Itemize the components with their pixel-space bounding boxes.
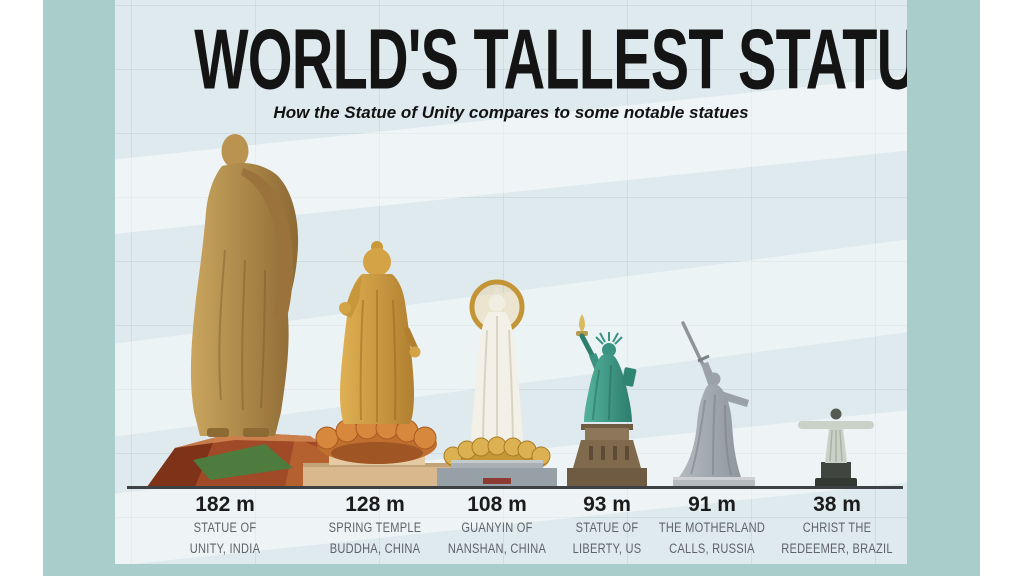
statue-name-line2: LIBERTY, US: [572, 541, 642, 556]
statue-name-line2: UNITY, INDIA: [189, 541, 261, 556]
statue-name-line1: SPRING TEMPLE: [328, 520, 422, 535]
statue-height: 93 m: [583, 493, 631, 516]
statue-comparison-graphic: [127, 134, 903, 489]
statue-name-line2: CALLS, RUSSIA: [669, 541, 755, 556]
statue-label-guanyin: 108 m GUANYIN OF NANSHAN, CHINA: [407, 492, 587, 559]
spring-temple-buddha-illustration: [303, 241, 463, 487]
page-subtitle: How the Statue of Unity compares to some…: [273, 103, 749, 122]
statue-height: 128 m: [345, 493, 405, 516]
statue-height: 108 m: [467, 493, 527, 516]
statue-name-line1: THE MOTHERLAND: [658, 520, 766, 535]
statue-name-line2: BUDDHA, CHINA: [329, 541, 421, 556]
statue-of-unity-illustration: [147, 134, 343, 487]
statue-name-line2: REDEEMER, BRAZIL: [781, 541, 893, 556]
statue-height: 38 m: [813, 493, 861, 516]
motherland-calls-illustration: [673, 321, 755, 488]
statue-name-line2: NANSHAN, CHINA: [447, 541, 547, 556]
guanyin-of-nanshan-illustration: [437, 279, 557, 488]
statue-label-liberty: 93 m STATUE OF LIBERTY, US: [517, 492, 697, 559]
statue-label-unity: 182 m STATUE OF UNITY, INDIA: [135, 492, 315, 559]
christ-the-redeemer-illustration: [798, 408, 874, 488]
statue-height: 91 m: [688, 493, 736, 516]
statue-name-line1: CHRIST THE: [802, 520, 872, 535]
art-board: WORLD'S TALLEST STATUE How the Statue of…: [115, 0, 907, 564]
page-title: WORLD'S TALLEST STATUE: [194, 13, 907, 108]
statue-name-line1: GUANYIN OF: [461, 520, 533, 535]
statue-label-christ: 38 m CHRIST THE REDEEMER, BRAZIL: [747, 492, 907, 559]
statue-of-liberty-illustration: [567, 314, 647, 488]
statue-label-buddha: 128 m SPRING TEMPLE BUDDHA, CHINA: [285, 492, 465, 559]
statue-height: 182 m: [195, 493, 255, 516]
statue-label-motherland: 91 m THE MOTHERLAND CALLS, RUSSIA: [622, 492, 802, 559]
statue-name-line1: STATUE OF: [575, 520, 639, 535]
statue-name-line1: STATUE OF: [193, 520, 257, 535]
